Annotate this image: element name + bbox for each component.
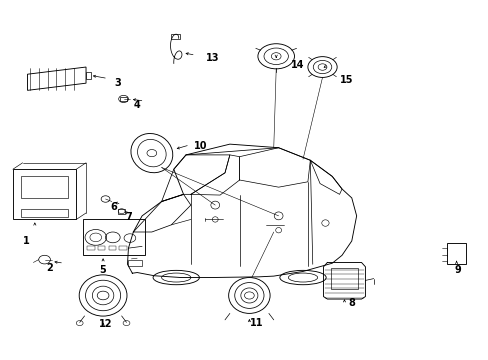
Bar (170, 35, 179, 39)
Bar (98, 246, 105, 250)
Text: 4: 4 (134, 100, 141, 110)
Text: 10: 10 (193, 141, 207, 151)
Bar (330, 268, 357, 289)
Bar (128, 260, 142, 266)
Text: 9: 9 (454, 265, 461, 275)
Text: 11: 11 (249, 319, 263, 328)
Text: 12: 12 (99, 319, 112, 329)
Text: 6: 6 (110, 202, 117, 212)
Text: 3: 3 (114, 78, 121, 88)
Text: 7: 7 (125, 212, 132, 221)
Bar (21, 210, 68, 217)
Text: 14: 14 (291, 60, 304, 70)
Text: 5: 5 (100, 265, 106, 275)
Bar (87, 246, 94, 250)
Bar (21, 176, 68, 198)
Bar (120, 96, 127, 101)
Text: 1: 1 (23, 236, 30, 246)
Text: 13: 13 (205, 53, 219, 63)
Bar (446, 243, 466, 264)
Text: 15: 15 (340, 75, 353, 85)
Bar (85, 72, 91, 78)
Text: 2: 2 (46, 263, 53, 273)
Bar (118, 209, 124, 213)
Bar (119, 246, 126, 250)
Bar (108, 246, 116, 250)
Text: 8: 8 (347, 298, 354, 308)
